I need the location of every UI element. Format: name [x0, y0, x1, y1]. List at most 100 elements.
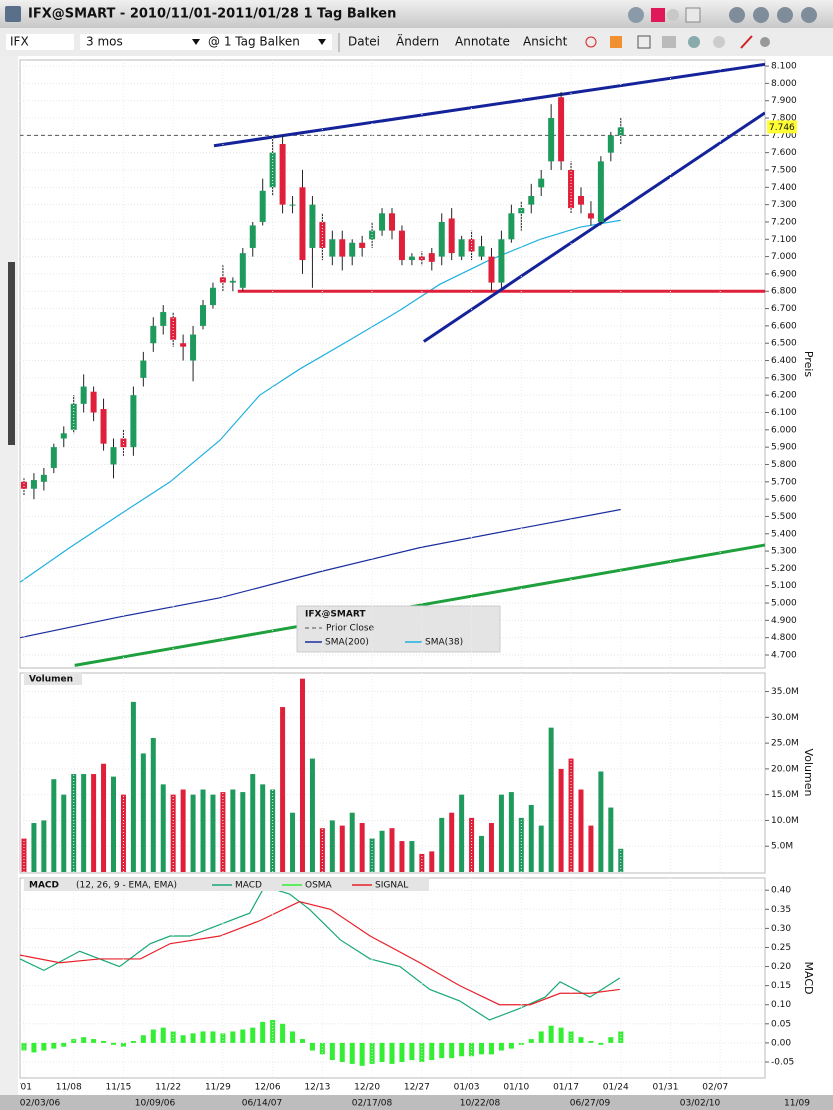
candle-body — [379, 213, 386, 231]
volume-bar — [389, 828, 395, 872]
bar-size: @ 1 Tag Balken — [208, 35, 300, 49]
legend-box — [296, 605, 501, 653]
volume-bar — [200, 789, 206, 872]
candle-body — [428, 253, 435, 262]
x-tick-label: 12/20 — [354, 1083, 380, 1093]
candle-body — [200, 305, 207, 326]
y-tick-label: 7.400 — [771, 183, 797, 193]
draw-icon[interactable] — [740, 35, 753, 49]
y-tick-label: 4.800 — [771, 633, 797, 643]
y-tick-label: 10.0M — [771, 816, 799, 826]
y-tick-label: 0.25 — [771, 943, 791, 953]
navigator-label: 02/17/08 — [352, 1099, 393, 1109]
clear-icon[interactable] — [713, 36, 725, 48]
y-axis-label: Volumen — [802, 749, 815, 797]
volume-bar — [528, 804, 534, 872]
detach-button[interactable] — [685, 7, 701, 23]
y-tick-label: 6.600 — [771, 321, 797, 331]
volume-bar — [488, 823, 494, 872]
y-tick-label: 0.35 — [771, 905, 791, 915]
bar-size-select[interactable] — [204, 34, 332, 50]
period-select[interactable] — [80, 34, 204, 50]
menu-item[interactable]: Ansicht — [523, 35, 568, 49]
osma-bar — [598, 1042, 604, 1045]
y-tick-label: 7.300 — [771, 200, 797, 210]
more-icon[interactable] — [760, 37, 770, 47]
period: 3 mos — [86, 35, 123, 49]
legend-label: SMA(200) — [325, 638, 369, 648]
trendline — [74, 543, 765, 667]
scroll-thumb[interactable] — [8, 262, 15, 445]
y-tick-label: 7.500 — [771, 165, 797, 175]
panel-title-box — [24, 672, 82, 685]
y-tick-label: 4.900 — [771, 616, 797, 626]
menu-item[interactable]: Datei — [348, 35, 380, 49]
dropdown-arrow — [318, 39, 326, 45]
line-series — [20, 219, 621, 583]
candle-body — [587, 213, 594, 219]
maximize-button[interactable] — [777, 7, 793, 23]
osma-bar — [548, 1025, 554, 1043]
app-icon — [5, 6, 21, 22]
volume-bar — [81, 774, 87, 872]
legend-label: OSMA — [305, 881, 333, 891]
osma-bar — [110, 1042, 116, 1045]
y-axis-label: Preis — [802, 351, 815, 378]
candle-body — [249, 225, 256, 248]
navigator-label: 06/14/07 — [242, 1099, 282, 1109]
volume-panel — [19, 672, 766, 874]
navigator-label: 06/27/09 — [570, 1099, 611, 1109]
candle-body — [209, 287, 216, 306]
candle-body — [50, 447, 57, 468]
print-button[interactable] — [753, 7, 769, 23]
annotate-icon[interactable] — [610, 36, 622, 48]
candle-body — [190, 334, 197, 361]
y-tick-label: 0.15 — [771, 981, 791, 991]
symbol-input[interactable] — [6, 34, 74, 50]
volume-bar — [110, 776, 116, 872]
volume-bar — [449, 812, 455, 872]
candle-body — [229, 280, 236, 283]
volume-bar — [270, 789, 276, 872]
link-button[interactable] — [667, 9, 679, 21]
candle-body — [160, 312, 167, 326]
volume-bar — [51, 779, 57, 872]
candle-body — [478, 246, 485, 257]
candle-body — [120, 438, 127, 448]
color-button[interactable] — [651, 8, 665, 22]
candle-body — [170, 317, 177, 340]
osma-bar — [459, 1042, 465, 1057]
y-tick-label: 7.700 — [771, 131, 797, 141]
osma-bar — [409, 1042, 415, 1061]
candle-body — [150, 325, 157, 344]
osma-bar — [220, 1033, 226, 1043]
navigator-label: 02/03/06 — [20, 1099, 61, 1109]
osma-bar — [120, 1042, 126, 1047]
y-tick-label: 25.0M — [771, 739, 799, 749]
y-tick-label: 5.900 — [771, 443, 797, 453]
y-tick-label: 4.700 — [771, 651, 797, 661]
close-button[interactable] — [801, 7, 817, 23]
volume-bar — [309, 758, 315, 872]
volume-bar — [608, 807, 614, 872]
legend-label: MACD — [235, 881, 262, 891]
osma-bar — [51, 1042, 57, 1049]
y-tick-label: 7.800 — [771, 114, 797, 124]
minimize-button[interactable] — [729, 7, 745, 23]
y-tick-label: 7.900 — [771, 96, 797, 106]
menu-item[interactable]: Ändern — [396, 34, 439, 49]
window-buttons — [628, 7, 817, 23]
crosshair-icon[interactable] — [585, 36, 597, 48]
info-button[interactable] — [628, 7, 644, 23]
menu-item[interactable]: Annotate — [455, 35, 510, 49]
grid-icon[interactable] — [637, 35, 651, 49]
y-tick-label: 6.500 — [771, 339, 797, 349]
candle-body — [329, 239, 336, 257]
print-icon[interactable] — [662, 36, 676, 48]
settings-icon[interactable] — [688, 36, 700, 48]
y-tick-label: 0.00 — [771, 1038, 791, 1048]
navigator[interactable] — [0, 1095, 833, 1110]
osma-bar — [608, 1037, 614, 1043]
osma-bar — [528, 1039, 534, 1043]
volume-bar — [508, 792, 514, 872]
